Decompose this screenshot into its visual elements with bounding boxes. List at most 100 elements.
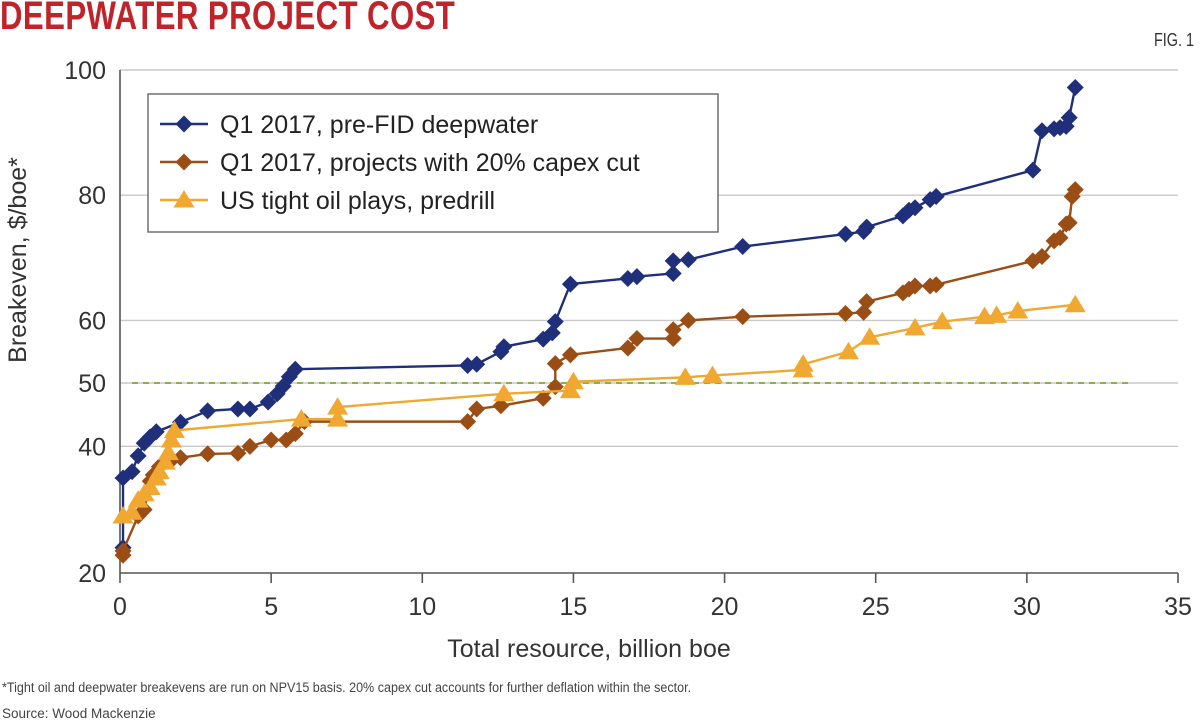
figure-label: FIG. 1: [1153, 30, 1194, 50]
legend-label-1: Q1 2017, projects with 20% capex cut: [220, 149, 640, 177]
series-0-point-29: [734, 238, 752, 256]
series-0-point-25: [628, 268, 646, 286]
y-axis-label: Breakeven, $/boe*: [4, 157, 32, 363]
series-1-point-12: [262, 431, 280, 449]
series-0-point-32: [858, 218, 876, 236]
series-1-point-17: [468, 400, 486, 418]
series-0-point-26: [664, 264, 682, 282]
y-tick-label-100: 100: [64, 57, 106, 85]
series-1-point-24: [628, 330, 646, 348]
series-2-point-16: [562, 371, 584, 390]
series-1-point-8: [171, 449, 189, 467]
x-tick-label-25: 25: [862, 593, 890, 621]
series-1-point-16: [459, 413, 477, 431]
series-0-point-6: [147, 423, 165, 441]
series-2-point-9: [160, 430, 182, 448]
series-0-point-30: [836, 225, 854, 243]
series-1-point-11: [241, 437, 259, 455]
series-2-point-6: [148, 461, 170, 480]
x-tick-label-15: 15: [560, 593, 588, 621]
series-2-point-20: [792, 354, 814, 372]
series-1-point-1: [114, 542, 132, 560]
x-tick-label-20: 20: [711, 593, 739, 621]
series-2-point-10: [163, 420, 185, 438]
series-1-point-34: [906, 277, 924, 295]
y-tick-label-80: 80: [78, 182, 106, 210]
series-0-point-35: [906, 199, 924, 217]
series-2-point-7: [154, 452, 176, 470]
series-0-point-2: [123, 463, 141, 481]
series-0-point-8: [199, 402, 217, 420]
series-2-line: [122, 303, 1076, 518]
x-tick-label-10: 10: [408, 593, 436, 621]
series-1-line: [121, 189, 1077, 556]
series-2-point-24: [931, 311, 953, 330]
series-1-point-44: [1066, 181, 1084, 199]
series-0-point-15: [286, 360, 304, 378]
series-2-point-27: [1007, 301, 1029, 319]
source-note: Source: Wood Mackenzie: [2, 706, 156, 721]
series-2-point-15: [559, 380, 581, 399]
series-1-point-40: [1051, 229, 1069, 247]
series-0-point-11: [259, 393, 277, 411]
series-0-point-37: [927, 187, 945, 205]
x-axis-label: Total resource, billion boe: [447, 635, 731, 663]
series-0-point-19: [495, 338, 513, 356]
series-1-point-14: [286, 425, 304, 443]
series-0-point-27: [664, 252, 682, 270]
series-1-point-31: [858, 293, 876, 311]
legend-swatch-marker-0: [175, 115, 193, 133]
series-2-point-18: [701, 365, 723, 383]
series-1-point-27: [679, 311, 697, 329]
series-0-point-17: [468, 355, 486, 373]
series-1-point-26: [664, 321, 682, 339]
series-2: [112, 294, 1086, 524]
legend-label-2: US tight oil plays, predrill: [220, 187, 495, 215]
series-0-point-22: [546, 313, 564, 331]
series-2-point-11: [290, 409, 312, 427]
legend-swatch-marker-1: [175, 153, 193, 171]
series-0-point-23: [561, 275, 579, 293]
legend-swatch-marker-2: [173, 190, 195, 208]
series-2-point-1: [121, 502, 143, 520]
series-0-point-3: [129, 447, 147, 465]
legend-box: [147, 93, 719, 233]
x-tick-label-0: 0: [113, 593, 127, 621]
chart: 20 40 50 60 80 100 0 5 10 15 20 25 30 35 Q1 2017, pre…: [4, 57, 1192, 663]
series-2-point-12: [327, 409, 349, 427]
series-1-point-18: [492, 397, 510, 415]
series-1-point-22: [561, 346, 579, 364]
series-1-point-29: [836, 305, 854, 323]
series-1-point-25: [664, 330, 682, 348]
series-0: [114, 79, 1084, 557]
page-title: DEEPWATER PROJECT COST: [0, 0, 456, 38]
series-layer: [112, 79, 1086, 564]
x-tick-label-5: 5: [264, 593, 278, 621]
series-0-point-44: [1066, 79, 1084, 97]
series-0-point-10: [241, 400, 259, 418]
series-2-point-17: [674, 367, 696, 385]
series-1-point-21: [546, 355, 564, 373]
series-2-point-23: [904, 317, 926, 336]
series-2-point-4: [139, 477, 161, 495]
series-2-point-14: [493, 383, 515, 402]
series-2-point-26: [986, 305, 1008, 323]
series-2-point-28: [1064, 294, 1086, 313]
series-2-point-22: [859, 327, 881, 345]
series-0-point-28: [679, 251, 697, 269]
series-2-point-13: [327, 397, 349, 415]
y-tick-label-50: 50: [78, 370, 106, 398]
series-0-point-9: [229, 400, 247, 418]
series-2-point-8: [157, 442, 179, 461]
y-tick-label-20: 20: [78, 560, 106, 588]
series-1-point-42: [1060, 214, 1078, 232]
series-1-point-10: [229, 444, 247, 462]
x-tick-label-35: 35: [1164, 593, 1192, 621]
y-tick-label-40: 40: [78, 433, 106, 461]
axes: 20 40 50 60 80 100 0 5 10 15 20 25 30 35: [64, 57, 1192, 621]
series-0-point-39: [1033, 122, 1051, 140]
series-0-point-38: [1024, 161, 1042, 179]
x-tick-label-30: 30: [1013, 593, 1041, 621]
legend: Q1 2017, pre-FID deepwater Q1 2017, proje…: [147, 93, 719, 233]
series-1-point-38: [1033, 248, 1051, 266]
